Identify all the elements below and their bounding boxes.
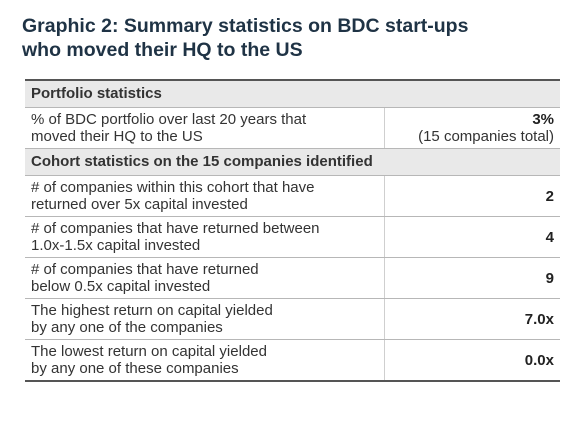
summary-statistics-table: Portfolio statistics % of BDC portfolio … [25,79,560,382]
row-label-line-1: # of companies that have returned betwee… [31,220,320,237]
row-label-line-2: below 0.5x capital invested [31,278,211,295]
row-value: 7.0x [385,299,560,339]
row-value: 4 [385,217,560,257]
row-label-line-2: returned over 5x capital invested [31,196,248,213]
row-label-line-1: The lowest return on capital yielded [31,343,267,360]
row-label-line-2: by any one of these companies [31,360,239,377]
row-value: 2 [385,176,560,216]
table-row: # of companies that have returned below … [25,258,560,299]
row-label-line-2: by any one of the companies [31,319,223,336]
table-row: % of BDC portfolio over last 20 years th… [25,108,560,149]
value-text: 9 [545,269,554,287]
title-line-2: who moved their HQ to the US [22,39,303,61]
row-label: # of companies that have returned below … [25,258,385,298]
value-note: (15 companies total) [418,128,554,145]
row-value: 3% (15 companies total) [385,108,560,148]
value-text: 7.0x [524,310,554,328]
row-label-line-1: The highest return on capital yielded [31,302,273,319]
row-label: The highest return on capital yielded by… [25,299,385,339]
section-header-cohort: Cohort statistics on the 15 companies id… [25,149,560,176]
row-label-line-1: # of companies within this cohort that h… [31,179,315,196]
row-label-line-2: 1.0x-1.5x capital invested [31,237,201,254]
row-value: 9 [385,258,560,298]
row-label-line-1: # of companies that have returned [31,261,259,278]
table-row: # of companies that have returned betwee… [25,217,560,258]
row-value: 0.0x [385,340,560,380]
value-text: 3% [532,111,554,128]
row-label-line-1: % of BDC portfolio over last 20 years th… [31,111,307,128]
row-label: # of companies within this cohort that h… [25,176,385,216]
graphic-title: Graphic 2: Summary statistics on BDC sta… [22,14,562,62]
row-label: # of companies that have returned betwee… [25,217,385,257]
value-text: 0.0x [524,351,554,369]
row-label: % of BDC portfolio over last 20 years th… [25,108,385,148]
section-header-portfolio: Portfolio statistics [25,81,560,108]
title-line-1: Graphic 2: Summary statistics on BDC sta… [22,15,469,37]
table-row: The highest return on capital yielded by… [25,299,560,340]
table-row: The lowest return on capital yielded by … [25,340,560,380]
value-text: 4 [545,228,554,246]
table-row: # of companies within this cohort that h… [25,176,560,217]
value-text: 2 [545,187,554,205]
row-label: The lowest return on capital yielded by … [25,340,385,380]
row-label-line-2: moved their HQ to the US [31,128,203,145]
